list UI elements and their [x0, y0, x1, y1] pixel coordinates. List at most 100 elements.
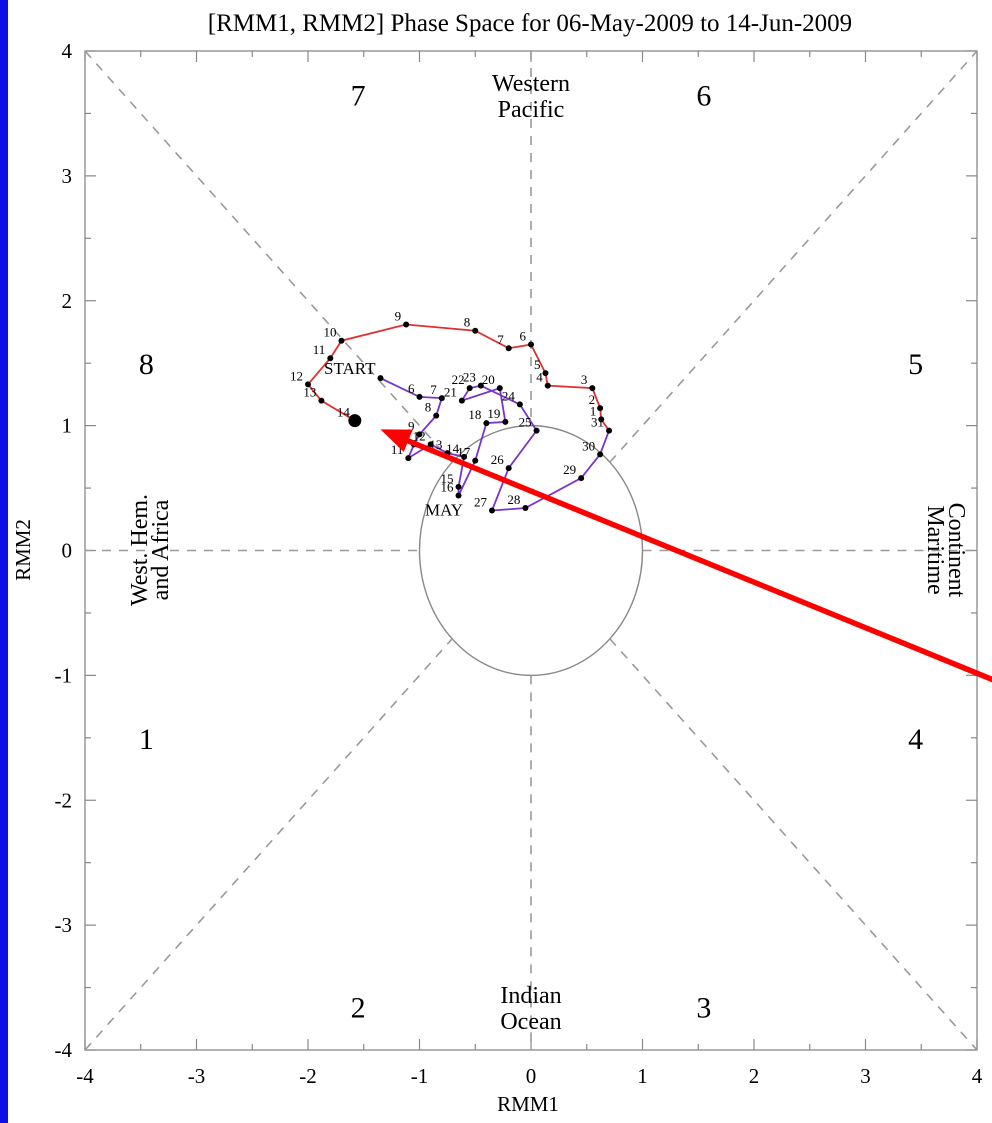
point-label: 2 [589, 392, 596, 407]
region-label-left: West. Hem. [127, 494, 153, 606]
point-label: 26 [491, 452, 505, 467]
y-tick-label: 0 [62, 539, 73, 563]
data-point [542, 370, 549, 377]
region-label-bottom: Indian [500, 983, 561, 1009]
point-label: 7 [430, 382, 437, 397]
mjo-phase-diagram: [RMM1, RMM2] Phase Space for 06-May-2009… [11, 10, 992, 1116]
point-label: 21 [444, 385, 457, 400]
data-point [578, 475, 585, 482]
data-point [589, 385, 596, 392]
x-axis-label: RMM1 [497, 1092, 559, 1116]
data-point [377, 375, 384, 382]
phase-divider-line [84, 50, 453, 463]
data-point [458, 397, 465, 404]
phase-number-5: 5 [908, 348, 923, 381]
data-point [483, 420, 490, 427]
point-label: 14 [337, 405, 351, 420]
data-point [427, 441, 434, 448]
data-point [455, 483, 462, 490]
region-label-top: Pacific [498, 97, 565, 123]
data-point [528, 341, 534, 348]
point-label: 27 [474, 495, 488, 510]
y-tick-label: -1 [55, 663, 73, 687]
x-tick-label: -2 [299, 1064, 317, 1088]
y-tick-label: -3 [55, 913, 73, 937]
region-label-right: Maritime [922, 505, 948, 594]
data-point [544, 382, 551, 389]
point-label: 12 [290, 368, 303, 383]
x-tick-label: -3 [188, 1064, 206, 1088]
y-tick-label: 3 [62, 164, 73, 188]
y-tick-label: -2 [55, 788, 73, 812]
point-label: 17 [457, 445, 471, 460]
point-label: 9 [395, 308, 402, 323]
data-point [472, 327, 479, 334]
phase-number-2: 2 [351, 991, 366, 1024]
point-label: 20 [482, 372, 495, 387]
phase-number-7: 7 [351, 80, 366, 113]
phase-number-6: 6 [696, 80, 711, 113]
x-tick-label: -4 [76, 1064, 94, 1088]
data-point [502, 418, 509, 425]
data-point [416, 431, 423, 438]
end-point-marker [348, 414, 362, 428]
data-point [338, 337, 345, 344]
point-label: 28 [507, 492, 520, 507]
point-label: 29 [563, 462, 576, 477]
point-label: 22 [452, 372, 465, 387]
point-label: 18 [468, 407, 481, 422]
data-point [327, 355, 334, 362]
x-tick-label: 2 [749, 1064, 760, 1088]
data-point [461, 453, 468, 460]
data-point [505, 345, 512, 352]
red-arrow-head [380, 429, 413, 452]
data-point [516, 401, 523, 408]
point-label: 3 [581, 372, 588, 387]
data-point [318, 397, 325, 404]
point-label: 24 [502, 388, 516, 403]
data-point [598, 416, 605, 423]
data-point [477, 382, 484, 389]
point-label: 25 [519, 415, 532, 430]
point-label: 12 [413, 428, 426, 443]
point-label: 6 [408, 381, 415, 396]
point-label: 13 [303, 385, 316, 400]
data-point [455, 492, 462, 499]
x-tick-label: 1 [637, 1064, 648, 1088]
data-point [597, 451, 604, 458]
phase-number-8: 8 [139, 348, 154, 381]
point-label: 8 [464, 315, 471, 330]
point-label: 30 [582, 438, 595, 453]
region-label-left: and Africa [148, 499, 174, 600]
point-label: 19 [487, 406, 500, 421]
chart-title: [RMM1, RMM2] Phase Space for 06-May-2009… [208, 10, 852, 37]
region-label-top: Western [492, 71, 570, 97]
data-point [305, 381, 311, 388]
data-point [403, 321, 410, 328]
unit-circle [418, 424, 644, 677]
point-label: 16 [441, 480, 455, 495]
point-label: 14 [446, 441, 460, 456]
point-label: 7 [497, 332, 504, 347]
data-point [597, 405, 604, 412]
y-tick-label: -4 [55, 1038, 73, 1062]
data-point [505, 465, 512, 472]
data-point [488, 507, 495, 514]
point-label: 1 [590, 403, 597, 418]
point-label: 4 [536, 370, 543, 385]
data-point [405, 455, 412, 462]
point-label: 10 [323, 325, 336, 340]
phase-number-1: 1 [139, 723, 154, 756]
month-label-may: MAY [425, 501, 463, 520]
x-tick-label: 3 [860, 1064, 871, 1088]
x-tick-label: 0 [526, 1064, 537, 1088]
point-label: 8 [425, 400, 432, 415]
red-arrow-shaft [401, 436, 992, 683]
data-point [533, 427, 540, 434]
x-tick-label: 4 [972, 1064, 983, 1088]
data-point [466, 385, 473, 392]
start-label: START [324, 359, 376, 378]
point-label: 15 [441, 471, 454, 486]
point-label: 11 [313, 342, 326, 357]
y-tick-label: 1 [62, 414, 73, 438]
